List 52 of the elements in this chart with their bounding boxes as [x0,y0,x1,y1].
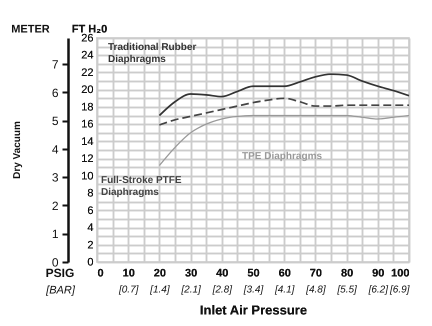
x2-tick-label: [5.5] [336,284,358,296]
y-tick-label: 24 [81,50,94,62]
x-axis-title: Inlet Air Pressure [200,302,308,318]
x2-tick-label: [3.4] [242,284,264,296]
y-tick-label: 26 [81,32,94,44]
y2-axis-title: METER [11,24,50,36]
text: Traditional Rubber Diaphragms [108,42,196,65]
y2-tick-label: 7 [52,58,59,72]
text: Dry Vacuum [12,120,23,179]
x-tick-label: 70 [310,268,322,280]
x2-tick-label: [2.8] [212,284,232,296]
y-tick-label: 8 [87,188,94,200]
text: TPE Diaphragms [242,151,322,162]
y2-tick-label: 6 [52,86,59,100]
x2-tick-label: [0.7] [118,284,139,296]
y2-tick-label: 1 [52,227,59,242]
y-tick-label: 2 [87,239,94,252]
y2-tick-label: 4 [52,142,59,156]
y2-tick-label: 5 [52,114,59,128]
line-series [158,73,410,116]
y-tick-label: 22 [81,66,94,79]
x-tick-label: 100 [391,268,410,280]
x-tick-label: 10 [122,268,135,280]
y-tick-label: 10 [81,170,94,182]
x-tick-label: 90 [372,268,384,280]
line-series [158,114,410,166]
y-tick-label: 20 [81,84,94,96]
x2-tick-label: [4.8] [305,284,326,296]
y-tick-label: 12 [81,153,94,166]
x2-tick-label: [2.1] [180,284,202,296]
y-tick-label: 16 [81,118,94,131]
line-series [158,97,410,126]
x2-axis-title: [BAR] [45,284,76,296]
y-tick-label: 18 [81,101,94,114]
y2-tick-label: 3 [52,170,59,185]
y2-tick-label: 2 [52,198,59,213]
x-tick-label: 80 [340,268,354,280]
x-tick-label: 50 [247,268,260,280]
x2-tick-label: [4.1] [274,284,295,296]
x2-tick-label: [6.2] [368,284,388,296]
y-tick-label: 4 [87,222,94,234]
x-tick-label: 40 [216,268,228,280]
y-tick-label: 14 [81,136,94,148]
x-tick-label: 20 [154,268,166,280]
y-tick-label: 0 [87,256,94,268]
text: Full-Stroke PTFE Diaphragms [101,175,182,198]
y-tick-label: 6 [87,204,94,217]
x-tick-label: 60 [278,268,291,280]
x-tick-label: 0 [98,268,104,280]
x2-tick-label: [1.4] [149,284,170,296]
x2-tick-label: [6.9] [389,284,410,296]
x-tick-label: 30 [184,268,198,280]
